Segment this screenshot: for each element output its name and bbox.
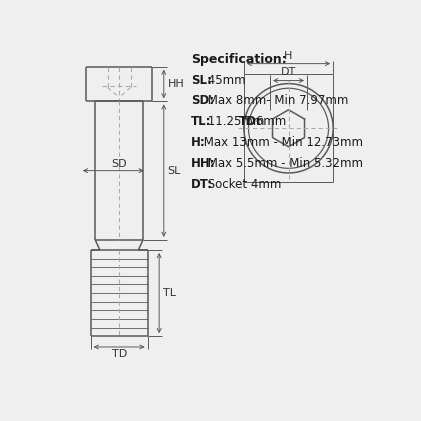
Text: SL:: SL: [191,74,212,87]
Text: TL:: TL: [191,115,211,128]
Text: SD:: SD: [191,94,214,107]
Text: 45mm: 45mm [204,74,246,87]
Text: Socket 4mm: Socket 4mm [204,178,282,191]
Text: Max 5.5mm - Min 5.32mm: Max 5.5mm - Min 5.32mm [204,157,363,170]
Text: SL: SL [168,165,181,176]
Text: 11.25mm: 11.25mm [204,115,268,128]
Text: H: H [284,51,293,61]
Text: Max 13mm - Min 12.73mm: Max 13mm - Min 12.73mm [200,136,362,149]
Text: TD: TD [112,349,127,359]
Text: 6mm: 6mm [252,115,286,128]
Text: TD:: TD: [239,115,261,128]
Text: HH:: HH: [191,157,216,170]
Text: H:: H: [191,136,205,149]
Text: Specification:: Specification: [191,53,286,66]
Text: Max 8mm- Min 7.97mm: Max 8mm- Min 7.97mm [204,94,349,107]
Text: TL: TL [163,288,176,298]
Text: SD: SD [111,159,127,169]
Text: DT: DT [281,67,296,77]
Text: DT:: DT: [191,178,213,191]
Text: HH: HH [168,79,184,89]
